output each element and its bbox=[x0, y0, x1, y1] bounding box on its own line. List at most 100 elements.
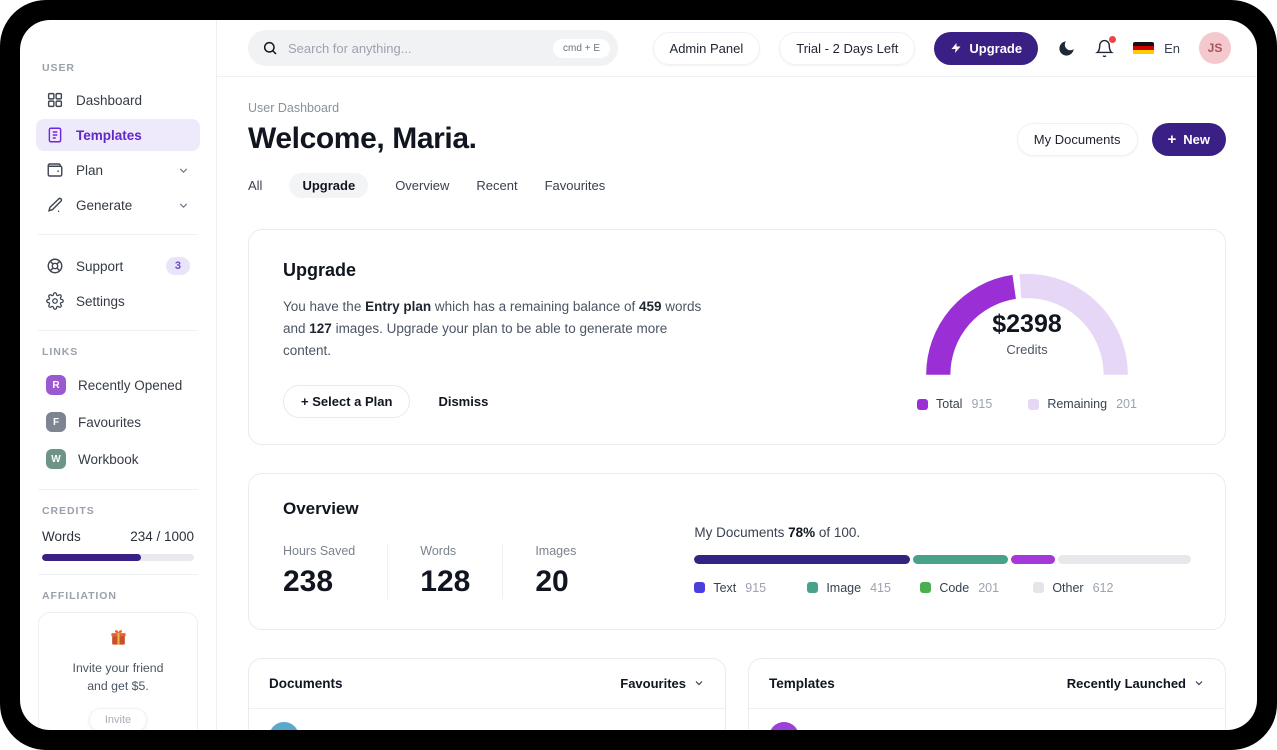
lightning-bolt-icon bbox=[950, 42, 962, 54]
upgrade-button[interactable]: Upgrade bbox=[934, 31, 1039, 65]
sidebar-link-recently-opened[interactable]: R Recently Opened bbox=[36, 368, 200, 402]
tab-favourites[interactable]: Favourites bbox=[544, 178, 606, 193]
credits-gauge-block: $2398 Credits Total 915 Remaining bbox=[887, 260, 1167, 418]
search-bar[interactable]: cmd + E bbox=[248, 30, 618, 66]
template-title: Blog Post Title bbox=[813, 729, 907, 730]
upgrade-button-label: Upgrade bbox=[969, 40, 1023, 56]
new-button[interactable]: + New bbox=[1151, 122, 1226, 156]
legend-value: 415 bbox=[870, 580, 891, 595]
link-initial-avatar: W bbox=[46, 449, 66, 469]
tab-recent[interactable]: Recent bbox=[476, 178, 518, 193]
my-documents-button[interactable]: My Documents bbox=[1016, 122, 1138, 156]
invite-button[interactable]: Invite bbox=[88, 707, 148, 730]
admin-panel-button[interactable]: Admin Panel bbox=[652, 31, 761, 65]
notification-dot bbox=[1109, 35, 1117, 43]
sidebar-link-workbook[interactable]: W Workbook bbox=[36, 442, 200, 476]
sidebar-item-support[interactable]: Support 3 bbox=[36, 250, 200, 282]
breadcrumb: User Dashboard bbox=[248, 101, 340, 115]
wallet-icon bbox=[46, 161, 64, 179]
chevron-down-icon bbox=[177, 199, 190, 212]
sidebar-divider bbox=[38, 234, 198, 235]
documents-filter-label: Favourites bbox=[620, 675, 686, 691]
document-list-item[interactable]: Untitled Document in Workbook bbox=[249, 709, 725, 730]
affiliation-line-2: and get $5. bbox=[87, 678, 149, 693]
legend-value: 915 bbox=[971, 397, 993, 411]
topbar-actions: Admin Panel Trial - 2 Days Left Upgrade bbox=[652, 31, 1231, 65]
bar-segment-image bbox=[913, 554, 1008, 564]
documents-filter-dropdown[interactable]: Favourites bbox=[620, 676, 705, 691]
affiliation-line-1: Invite your friend bbox=[72, 661, 164, 675]
stat-value: 20 bbox=[535, 564, 569, 598]
stat-words: Words 128 bbox=[420, 543, 504, 599]
documents-card-header: Documents Favourites bbox=[249, 659, 725, 709]
sidebar-divider bbox=[38, 574, 198, 575]
german-flag-icon[interactable] bbox=[1133, 41, 1155, 55]
page-title: Welcome, Maria. bbox=[248, 122, 477, 155]
legend-swatch bbox=[920, 582, 932, 594]
legend-value: 201 bbox=[1116, 397, 1137, 411]
legend-label: Code bbox=[939, 580, 970, 595]
gauge-arc-remaining bbox=[1019, 273, 1128, 376]
legend-value: 201 bbox=[978, 580, 1000, 595]
upgrade-card-text: Upgrade You have the Entry plan which ha… bbox=[283, 260, 715, 418]
notifications-button[interactable] bbox=[1095, 35, 1117, 58]
sidebar-item-settings[interactable]: Settings bbox=[36, 285, 200, 317]
template-avatar bbox=[769, 721, 799, 730]
sidebar-item-dashboard[interactable]: Dashboard bbox=[36, 84, 200, 116]
document-avatar bbox=[269, 721, 299, 730]
moon-icon bbox=[1057, 39, 1076, 58]
header-actions: My Documents + New bbox=[1016, 122, 1226, 156]
search-input[interactable] bbox=[288, 40, 544, 56]
trial-status-button[interactable]: Trial - 2 Days Left bbox=[779, 31, 916, 65]
sidebar-item-label: Templates bbox=[76, 127, 142, 143]
lifebuoy-icon bbox=[46, 257, 64, 275]
legend-label: Text bbox=[713, 580, 737, 595]
language-label[interactable]: En bbox=[1164, 40, 1180, 56]
search-shortcut-badge: cmd + E bbox=[553, 38, 610, 58]
credits-progress-track bbox=[42, 554, 194, 561]
chevron-down-icon bbox=[1193, 677, 1205, 689]
legend-label: Remaining bbox=[1047, 397, 1108, 411]
chevron-down-icon bbox=[693, 677, 705, 689]
gauge-legend: Total 915 Remaining 201 bbox=[917, 397, 1137, 411]
credits-type-label: Words bbox=[42, 529, 81, 544]
overview-stats-block: Overview Hours Saved 238 Words 128 Image… bbox=[283, 499, 640, 599]
documents-card-title: Documents bbox=[269, 675, 343, 691]
legend-label: Image bbox=[826, 580, 862, 595]
stacked-progress-bar bbox=[694, 554, 1191, 564]
tab-upgrade[interactable]: Upgrade bbox=[289, 173, 369, 198]
upgrade-card-body: You have the Entry plan which has a rema… bbox=[283, 299, 702, 358]
sidebar-item-label: Settings bbox=[76, 293, 125, 309]
tab-all[interactable]: All bbox=[248, 178, 263, 193]
sidebar-section-credits: CREDITS bbox=[42, 505, 95, 517]
tab-overview[interactable]: Overview bbox=[395, 178, 450, 193]
sidebar-item-templates[interactable]: Templates bbox=[36, 119, 200, 151]
dismiss-button[interactable]: Dismiss bbox=[438, 393, 489, 409]
stat-images: Images 20 bbox=[535, 544, 608, 599]
sidebar-item-label: Plan bbox=[76, 162, 104, 178]
gauge-svg bbox=[926, 273, 1128, 376]
gauge-center-text: $2398 Credits bbox=[910, 310, 1144, 357]
dark-mode-toggle[interactable] bbox=[1057, 39, 1076, 58]
stat-label: Words bbox=[420, 543, 457, 558]
templates-filter-dropdown[interactable]: Recently Launched bbox=[1067, 676, 1205, 691]
credits-gauge-chart: $2398 Credits bbox=[910, 260, 1144, 381]
stat-label: Images bbox=[535, 543, 577, 558]
topbar: cmd + E Admin Panel Trial - 2 Days Left … bbox=[217, 20, 1257, 77]
gauge-value: $2398 bbox=[992, 310, 1062, 338]
upgrade-card-title: Upgrade bbox=[283, 260, 357, 280]
gauge-arc-total bbox=[926, 274, 1017, 376]
sidebar-item-label: Support bbox=[76, 258, 124, 274]
template-list-item[interactable]: Blog Post Title in Workbook bbox=[749, 709, 1225, 730]
legend-swatch bbox=[917, 398, 929, 410]
select-plan-button[interactable]: + Select a Plan bbox=[283, 384, 411, 418]
sidebar-item-generate[interactable]: Generate bbox=[36, 189, 200, 221]
sidebar-section-user: USER bbox=[42, 62, 75, 74]
sidebar-link-favourites[interactable]: F Favourites bbox=[36, 405, 200, 439]
user-avatar[interactable]: JS bbox=[1199, 32, 1231, 64]
sidebar-item-plan[interactable]: Plan bbox=[36, 154, 200, 186]
bar-segment-code bbox=[1010, 554, 1056, 564]
legend-value: 915 bbox=[745, 580, 767, 595]
legend-item-remaining: Remaining 201 bbox=[1028, 397, 1137, 411]
main-area: cmd + E Admin Panel Trial - 2 Days Left … bbox=[217, 20, 1257, 730]
